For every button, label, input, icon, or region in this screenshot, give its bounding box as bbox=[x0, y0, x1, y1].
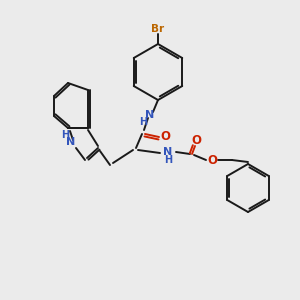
Text: N: N bbox=[146, 110, 154, 120]
Text: O: O bbox=[191, 134, 201, 146]
Text: Br: Br bbox=[152, 24, 165, 34]
Text: N: N bbox=[164, 147, 172, 157]
Text: N: N bbox=[66, 137, 76, 147]
Text: O: O bbox=[160, 130, 170, 143]
Text: H: H bbox=[164, 155, 172, 165]
Text: H: H bbox=[61, 130, 69, 140]
Text: O: O bbox=[207, 154, 217, 166]
Text: H: H bbox=[139, 117, 147, 127]
